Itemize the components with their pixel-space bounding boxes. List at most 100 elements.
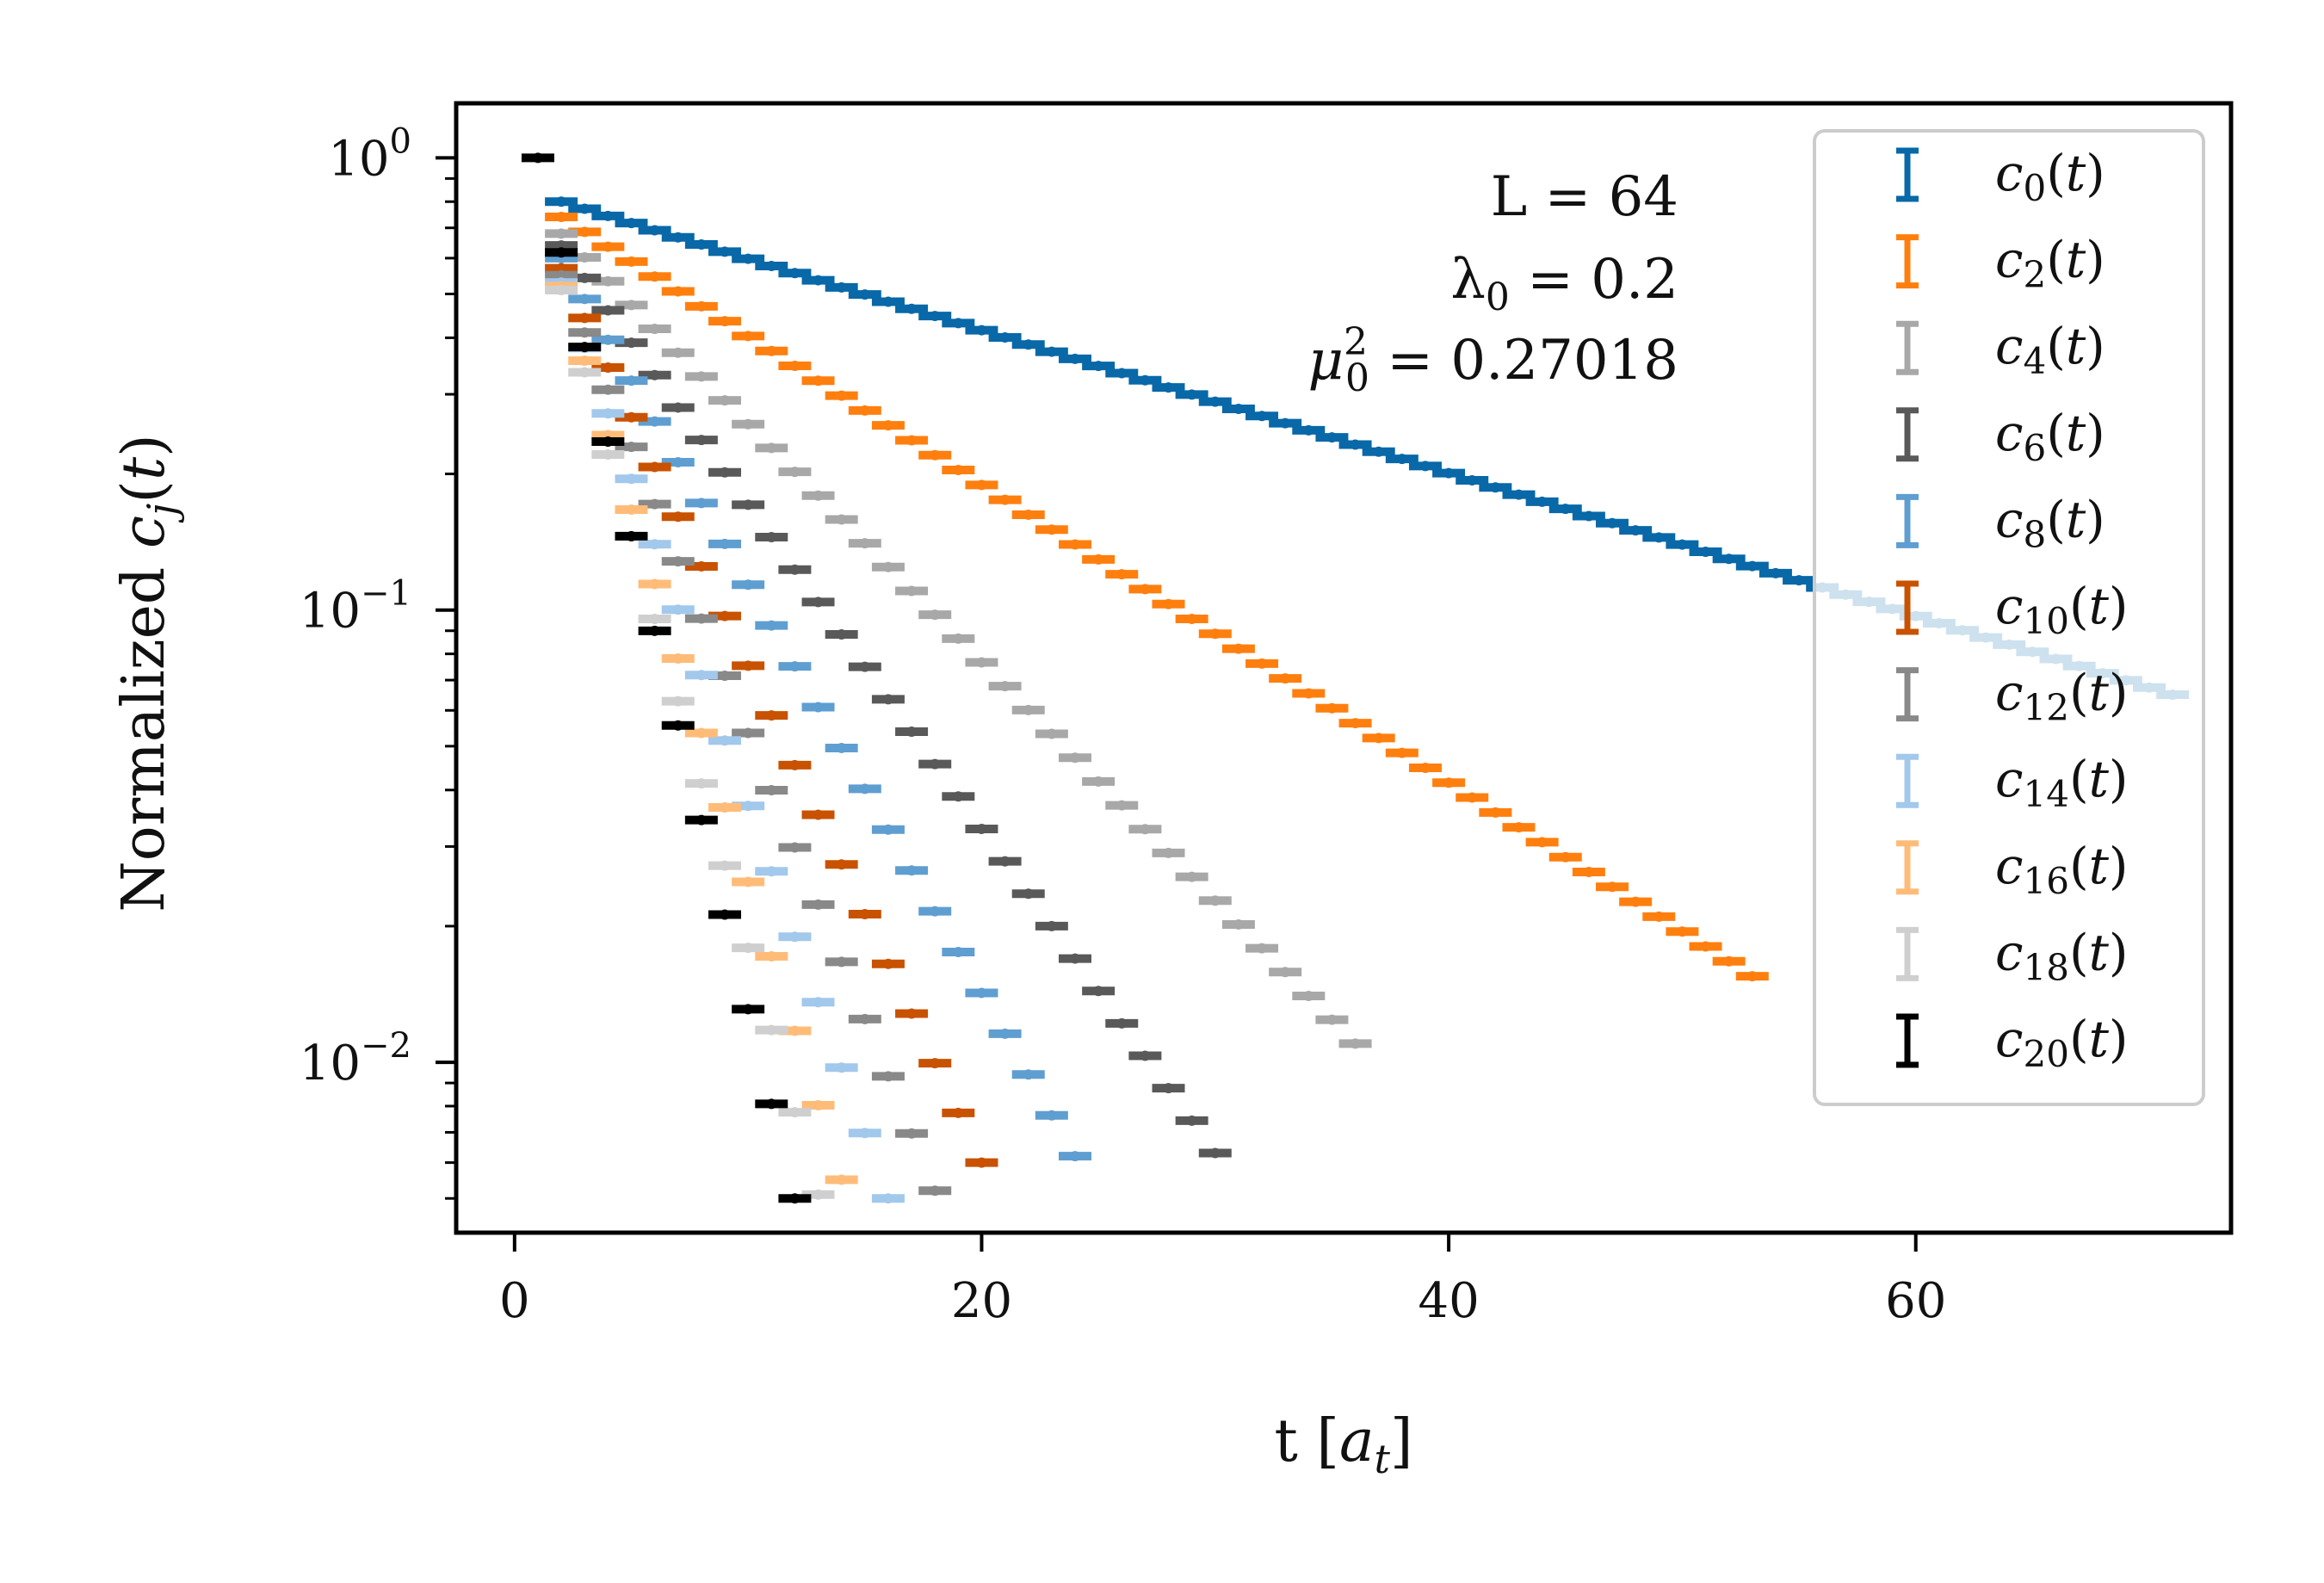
data-point-marker — [1046, 1110, 1057, 1121]
data-point-marker — [953, 1107, 964, 1118]
data-point-marker — [695, 613, 707, 624]
data-point-marker — [695, 670, 707, 681]
data-point-marker — [579, 356, 590, 367]
data-point-marker — [859, 661, 870, 672]
data-point-marker — [953, 318, 964, 329]
data-point-marker — [649, 369, 660, 380]
data-point-marker — [1023, 888, 1034, 900]
data-point-marker — [1186, 614, 1197, 625]
data-point-marker — [976, 1157, 987, 1168]
data-point-marker — [1046, 524, 1057, 535]
data-point-marker — [1069, 953, 1080, 964]
legend-label: c12(t) — [1995, 664, 2129, 729]
data-point-marker — [672, 456, 683, 467]
data-point-marker — [813, 997, 824, 1008]
data-point-marker — [1607, 881, 1618, 893]
data-point-marker — [720, 246, 731, 257]
data-point-marker — [672, 604, 683, 615]
data-point-marker — [953, 791, 964, 802]
data-point-marker — [766, 532, 777, 543]
data-point-marker — [743, 727, 754, 739]
data-point-marker — [603, 334, 614, 345]
data-point-marker — [859, 289, 870, 300]
data-point-marker — [720, 802, 731, 813]
data-point-marker — [1560, 851, 1571, 863]
data-point-marker — [882, 561, 893, 572]
data-point-marker — [556, 228, 567, 239]
legend-label: c18(t) — [1995, 923, 2129, 988]
data-point-marker — [579, 312, 590, 324]
data-point-marker — [836, 514, 847, 525]
data-point-marker — [1700, 546, 1711, 557]
data-point-marker — [743, 943, 754, 954]
data-point-marker — [672, 556, 683, 567]
data-point-marker — [1023, 1069, 1034, 1080]
data-point-marker — [743, 660, 754, 671]
data-point-marker — [626, 300, 637, 311]
data-point-marker — [1630, 896, 1641, 907]
data-point-marker — [1186, 389, 1197, 400]
data-point-marker — [672, 286, 683, 297]
data-point-marker — [1350, 1038, 1361, 1049]
data-point-marker — [813, 597, 824, 608]
data-point-marker — [859, 783, 870, 795]
data-point-marker — [1163, 847, 1174, 858]
data-point-marker — [836, 859, 847, 870]
data-point-marker — [789, 1193, 800, 1204]
data-point-marker — [1396, 454, 1407, 465]
data-point-marker — [672, 232, 683, 243]
data-point-marker — [720, 316, 731, 327]
data-point-marker — [649, 625, 660, 636]
data-point-marker — [695, 727, 707, 739]
data-point-marker — [789, 1025, 800, 1036]
x-tick-label: 40 — [1418, 1273, 1479, 1329]
data-point-marker — [603, 384, 614, 395]
data-point-marker — [1163, 382, 1174, 393]
data-point-marker — [649, 498, 660, 510]
data-point-marker — [1653, 911, 1665, 922]
data-point-marker — [1723, 955, 1734, 967]
data-point-marker — [579, 327, 590, 338]
y-axis-ticks: 100 10−1 10−2 — [300, 121, 456, 1200]
data-point-marker — [720, 735, 731, 746]
data-point-marker — [1280, 967, 1291, 978]
data-point-marker — [976, 325, 987, 336]
data-point-marker — [579, 272, 590, 283]
data-point-marker — [695, 560, 707, 572]
data-point-marker — [649, 539, 660, 550]
data-point-marker — [695, 778, 707, 789]
data-point-marker — [1093, 553, 1104, 565]
data-point-marker — [789, 360, 800, 371]
data-point-marker — [859, 909, 870, 920]
data-point-marker — [579, 203, 590, 214]
data-point-marker — [626, 530, 637, 541]
data-point-marker — [743, 499, 754, 510]
data-point-marker — [649, 324, 660, 335]
data-point-marker — [695, 498, 707, 509]
data-point-marker — [766, 620, 777, 631]
data-point-marker — [766, 866, 777, 877]
data-point-marker — [1023, 509, 1034, 520]
data-point-marker — [1186, 871, 1197, 882]
data-point-marker — [626, 504, 637, 516]
data-point-marker — [999, 1028, 1011, 1039]
data-point-marker — [1116, 368, 1128, 379]
data-point-marker — [976, 657, 987, 668]
data-point-marker — [999, 494, 1011, 505]
data-point-marker — [1233, 403, 1244, 414]
data-point-marker — [720, 395, 731, 406]
data-point-marker — [556, 247, 567, 258]
data-point-marker — [532, 152, 543, 164]
data-point-marker — [999, 856, 1011, 867]
data-point-marker — [1116, 569, 1128, 580]
data-point-marker — [626, 473, 637, 485]
data-point-marker — [1350, 439, 1361, 450]
data-point-marker — [976, 479, 987, 491]
data-point-marker — [789, 842, 800, 853]
data-point-marker — [1770, 567, 1781, 578]
data-point-marker — [906, 1008, 918, 1019]
data-point-marker — [603, 449, 614, 461]
y-axis-title: Normalized cj(t) — [110, 434, 185, 912]
data-point-marker — [1209, 396, 1221, 407]
data-point-marker — [743, 253, 754, 264]
